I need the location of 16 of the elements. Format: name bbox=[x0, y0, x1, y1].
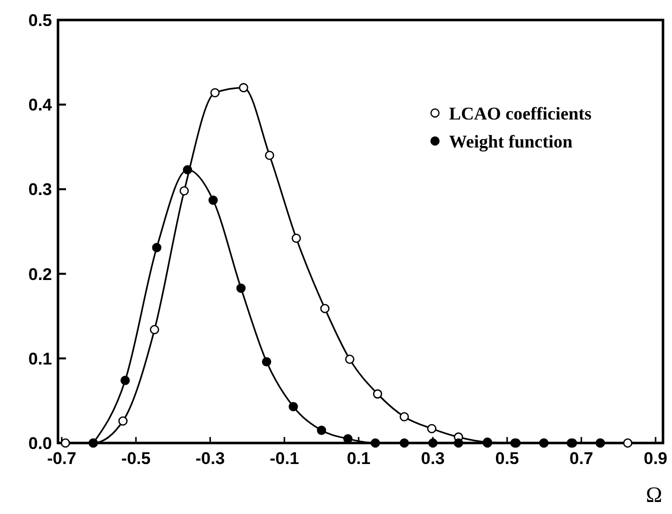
x-tick-label: 0.5 bbox=[495, 449, 519, 468]
x-tick-label: -0.3 bbox=[196, 449, 225, 468]
y-tick-label: 0.2 bbox=[28, 264, 52, 284]
x-tick-label: 0.1 bbox=[346, 449, 370, 468]
legend-label: LCAO coefficients bbox=[449, 103, 592, 124]
y-tick-label: 0.4 bbox=[28, 96, 53, 115]
x-tick-label: -0.1 bbox=[270, 449, 300, 468]
x-tick-label: -0.5 bbox=[121, 449, 151, 468]
y-tick-label: 0.3 bbox=[28, 180, 52, 200]
legend-label: Weight function bbox=[449, 131, 573, 152]
y-tick-label: 0.5 bbox=[28, 10, 52, 30]
x-tick-label: 0.9 bbox=[644, 449, 668, 468]
y-tick-label: 0.1 bbox=[28, 349, 52, 368]
x-axis-title: Ω bbox=[646, 482, 662, 507]
x-tick-label: 0.3 bbox=[421, 449, 445, 468]
x-tick-label: 0.7 bbox=[570, 449, 594, 468]
